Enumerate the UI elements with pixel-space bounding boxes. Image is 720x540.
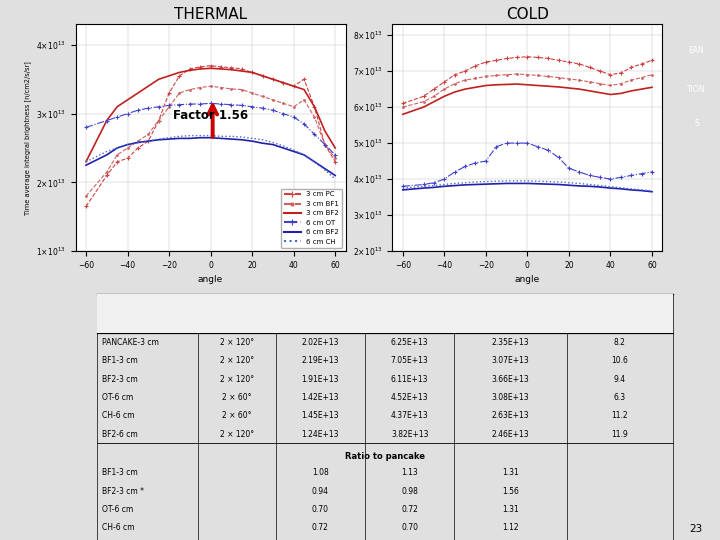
- Text: 1.56: 1.56: [502, 487, 519, 496]
- Text: BF2-3 cm *: BF2-3 cm *: [102, 487, 143, 496]
- Text: 2 × 120°: 2 × 120°: [220, 338, 254, 347]
- Text: BF2-6 cm: BF2-6 cm: [102, 430, 138, 438]
- Text: 2.35E+13: 2.35E+13: [492, 338, 529, 347]
- Text: 23: 23: [689, 523, 702, 534]
- Text: 2 × 60°: 2 × 60°: [222, 411, 251, 420]
- Text: 11.2: 11.2: [611, 411, 629, 420]
- Text: 1.24E+13: 1.24E+13: [302, 430, 339, 438]
- Text: CH-6 cm: CH-6 cm: [102, 523, 134, 532]
- Text: 0.72: 0.72: [401, 505, 418, 514]
- Text: 2.02E+13: 2.02E+13: [302, 338, 339, 347]
- Text: 0.72: 0.72: [312, 523, 329, 532]
- Legend: 3 cm PC, 3 cm BF1, 3 cm BF2, 6 cm OT, 6 cm BF2, 6 cm CH: 3 cm PC, 3 cm BF1, 3 cm BF2, 6 cm OT, 6 …: [281, 188, 342, 248]
- Text: 1.91E+13: 1.91E+13: [302, 375, 339, 383]
- Text: 1.31: 1.31: [502, 468, 519, 477]
- Text: 9.4: 9.4: [614, 375, 626, 383]
- Text: 8.2: 8.2: [614, 338, 626, 347]
- Text: 1.13: 1.13: [401, 468, 418, 477]
- Text: Thermal (20
meV < E <
100 meV)
[n/cm²/s/sr]: Thermal (20 meV < E < 100 meV) [n/cm²/s/…: [488, 299, 533, 329]
- Text: Cold E < 20
meV
[n/cm²/s/sr]: Cold E < 20 meV [n/cm²/s/sr]: [388, 303, 431, 325]
- Text: CH-6 cm: CH-6 cm: [102, 411, 134, 420]
- Text: 3.08E+13: 3.08E+13: [492, 393, 529, 402]
- X-axis label: angle: angle: [515, 275, 540, 285]
- Text: 6.11E+13: 6.11E+13: [391, 375, 428, 383]
- Text: 0.94: 0.94: [312, 487, 329, 496]
- Text: 2.19E+13: 2.19E+13: [302, 356, 339, 365]
- Text: S: S: [694, 119, 699, 128]
- Text: Cold E < 5
meV
[n/cm²/s/sr]: Cold E < 5 meV [n/cm²/s/sr]: [300, 303, 341, 325]
- Text: 2 × 120°: 2 × 120°: [220, 430, 254, 438]
- Bar: [97, 294, 673, 333]
- Title: COLD: COLD: [506, 6, 549, 22]
- Text: OT-6 cm: OT-6 cm: [102, 393, 132, 402]
- Text: Heat load
[kW]: Heat load [kW]: [603, 307, 637, 321]
- Text: OT-6 cm: OT-6 cm: [102, 505, 132, 514]
- Text: 3.82E+13: 3.82E+13: [391, 430, 428, 438]
- Y-axis label: Time average integral brightness [n/cm2/s/sr]: Time average integral brightness [n/cm2/…: [24, 61, 31, 214]
- Text: 2.63E+13: 2.63E+13: [492, 411, 529, 420]
- Text: 3.07E+13: 3.07E+13: [492, 356, 529, 365]
- Text: PANCAKE-3 cm: PANCAKE-3 cm: [102, 338, 158, 347]
- Text: 6.25E+13: 6.25E+13: [391, 338, 428, 347]
- Text: Factor 1.56: Factor 1.56: [174, 109, 248, 122]
- Text: Ratio to pancake: Ratio to pancake: [345, 451, 426, 461]
- X-axis label: angle: angle: [198, 275, 223, 285]
- Text: 2.46E+13: 2.46E+13: [492, 430, 529, 438]
- Text: 1.08: 1.08: [312, 468, 329, 477]
- Text: 4.37E+13: 4.37E+13: [391, 411, 428, 420]
- Text: 2 × 120°: 2 × 120°: [220, 356, 254, 365]
- Text: 7.05E+13: 7.05E+13: [391, 356, 428, 365]
- Text: 2 × 60°: 2 × 60°: [222, 393, 251, 402]
- Text: 11.9: 11.9: [611, 430, 629, 438]
- Text: BF1-3 cm: BF1-3 cm: [102, 356, 138, 365]
- Text: 10.6: 10.6: [611, 356, 629, 365]
- Text: 0.70: 0.70: [401, 523, 418, 532]
- Title: THERMAL: THERMAL: [174, 6, 247, 22]
- Text: 1.42E+13: 1.42E+13: [302, 393, 339, 402]
- Text: TION: TION: [688, 85, 706, 94]
- Text: 6.3: 6.3: [614, 393, 626, 402]
- Text: Openings: Openings: [220, 310, 254, 317]
- Text: 2 × 120°: 2 × 120°: [220, 375, 254, 383]
- Text: EAN: EAN: [689, 46, 704, 55]
- Text: 1.31: 1.31: [502, 505, 519, 514]
- Text: 0.70: 0.70: [312, 505, 329, 514]
- Text: 1.45E+13: 1.45E+13: [302, 411, 339, 420]
- Text: 3.66E+13: 3.66E+13: [492, 375, 529, 383]
- Text: 0.98: 0.98: [401, 487, 418, 496]
- Text: BF1-3 cm: BF1-3 cm: [102, 468, 138, 477]
- Text: BF2-3 cm: BF2-3 cm: [102, 375, 138, 383]
- Text: 4.52E+13: 4.52E+13: [391, 393, 428, 402]
- Text: 1.12: 1.12: [502, 523, 519, 532]
